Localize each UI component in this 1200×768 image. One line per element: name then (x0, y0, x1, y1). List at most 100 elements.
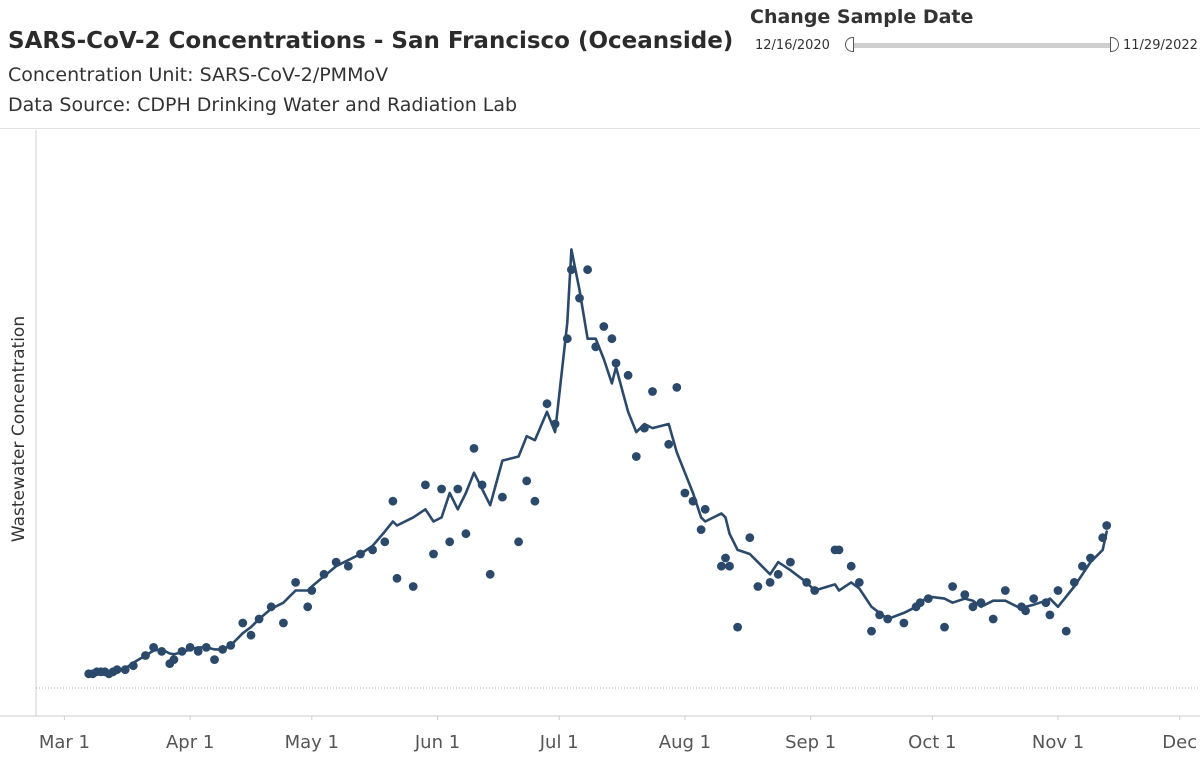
data-point (575, 293, 584, 303)
data-point (1102, 521, 1112, 530)
x-tick-label: Jun 1 (414, 732, 460, 753)
data-point (477, 480, 487, 490)
data-point (583, 265, 592, 275)
data-point (201, 643, 211, 652)
data-point (988, 614, 998, 624)
data-source-label: Data Source: CDPH Drinking Water and Rad… (8, 94, 518, 116)
data-point (421, 480, 430, 490)
data-point (141, 651, 150, 660)
data-point (392, 573, 402, 583)
data-point (112, 665, 122, 675)
data-point (177, 647, 187, 656)
data-point (696, 525, 706, 534)
data-point (550, 419, 560, 429)
data-point (128, 661, 138, 671)
chart-title: SARS-CoV-2 Concentrations - San Francisc… (8, 28, 734, 54)
data-point (968, 602, 978, 612)
data-point (1041, 598, 1051, 608)
data-point (461, 529, 471, 539)
data-point (1086, 553, 1095, 563)
data-point (279, 618, 288, 628)
data-point (688, 496, 698, 506)
data-point (238, 618, 248, 628)
concentration-unit-label: Concentration Unit: SARS-CoV-2/PMMoV (8, 64, 389, 86)
data-point (307, 586, 317, 595)
y-axis-label: Wastewater Concentration (9, 316, 29, 542)
data-point (319, 569, 329, 579)
trend-line (87, 248, 1108, 676)
x-tick-label: Jul 1 (539, 732, 579, 753)
data-point (648, 387, 657, 396)
data-point (437, 484, 446, 494)
data-point (664, 439, 674, 449)
data-point (246, 630, 256, 640)
data-point (672, 383, 682, 392)
data-point (640, 423, 649, 433)
data-point (1000, 586, 1010, 595)
date-filter-title: Change Sample Date (750, 6, 974, 28)
data-point (429, 549, 438, 559)
data-point (485, 569, 495, 579)
data-point (802, 578, 811, 587)
data-point (303, 602, 313, 612)
data-point (631, 452, 641, 461)
data-point (923, 594, 933, 603)
data-point (356, 549, 365, 559)
data-point (120, 665, 130, 675)
data-point (700, 504, 710, 514)
data-point (607, 334, 617, 344)
data-point (786, 557, 795, 567)
sample-date-range-slider[interactable]: 12/16/2020 11/29/2022 (755, 34, 1200, 58)
slider-track[interactable] (851, 43, 1113, 48)
data-point (1029, 594, 1039, 603)
data-point (976, 598, 986, 608)
data-point (157, 647, 167, 656)
x-tick-label: Mar 1 (39, 732, 90, 753)
data-point (948, 582, 957, 591)
slider-start-handle[interactable] (845, 37, 854, 52)
data-point (331, 557, 341, 567)
data-point (1069, 578, 1079, 587)
data-point (899, 618, 909, 628)
data-point (1045, 610, 1055, 620)
data-point (960, 590, 970, 599)
data-point (915, 598, 925, 608)
slider-end-date: 11/29/2022 (1123, 38, 1198, 53)
slider-start-date: 12/16/2020 (755, 38, 830, 53)
data-point (469, 444, 479, 453)
data-point (834, 545, 844, 555)
x-tick-label: Aug 1 (659, 732, 711, 753)
data-point (562, 334, 572, 344)
data-point (1021, 606, 1030, 616)
data-point (380, 537, 390, 547)
data-point (940, 622, 949, 632)
data-point (266, 602, 276, 612)
data-point (1053, 586, 1063, 595)
data-point (169, 655, 179, 664)
data-point (721, 553, 730, 563)
data-point (717, 561, 726, 571)
data-point (745, 533, 755, 543)
data-point (591, 342, 601, 352)
data-point (530, 496, 540, 506)
header-divider (0, 128, 1200, 129)
data-point (226, 641, 236, 650)
x-tick-label: Nov 1 (1032, 732, 1084, 753)
data-point (193, 647, 203, 656)
data-point (218, 645, 228, 654)
data-point (1098, 533, 1108, 543)
data-point (623, 370, 633, 380)
data-point (867, 626, 876, 636)
data-point (875, 610, 884, 620)
data-point (185, 643, 195, 652)
x-tick-label: Oct 1 (908, 732, 956, 753)
data-point (453, 484, 463, 494)
data-point (599, 322, 609, 331)
data-point (498, 492, 507, 502)
data-point (765, 578, 775, 587)
data-point (753, 582, 763, 591)
data-point (343, 561, 353, 571)
data-point (854, 578, 864, 587)
data-point (445, 537, 455, 547)
data-point (408, 582, 418, 591)
